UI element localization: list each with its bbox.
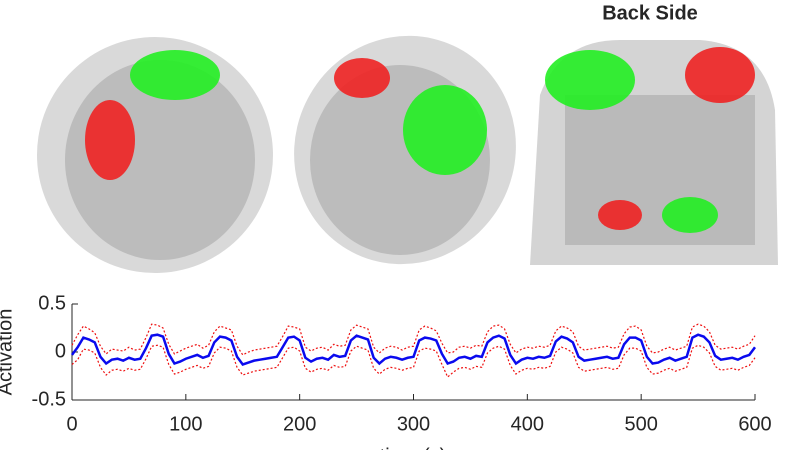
y-tick-label: 0.5 (38, 292, 66, 314)
x-tick-label: 300 (397, 413, 430, 435)
x-axis-label: time (s) (380, 445, 447, 450)
x-tick-label: 100 (169, 413, 202, 435)
series-line (71, 323, 756, 356)
brain-middle (294, 35, 516, 265)
series-line (71, 344, 756, 378)
x-tick-label: 0 (66, 413, 77, 435)
y-tick-label: 0 (55, 340, 66, 362)
x-tick-label: 500 (624, 413, 657, 435)
series-line (70, 333, 757, 366)
y-tick-label: -0.5 (32, 388, 66, 410)
panel-title: Back Side (602, 2, 698, 24)
x-tick-label: 200 (283, 413, 316, 435)
x-tick-label: 400 (511, 413, 544, 435)
y-axis-label: Activation (0, 309, 16, 396)
x-tick-label: 600 (738, 413, 771, 435)
brain-left (37, 37, 273, 273)
brain-back (530, 40, 778, 265)
